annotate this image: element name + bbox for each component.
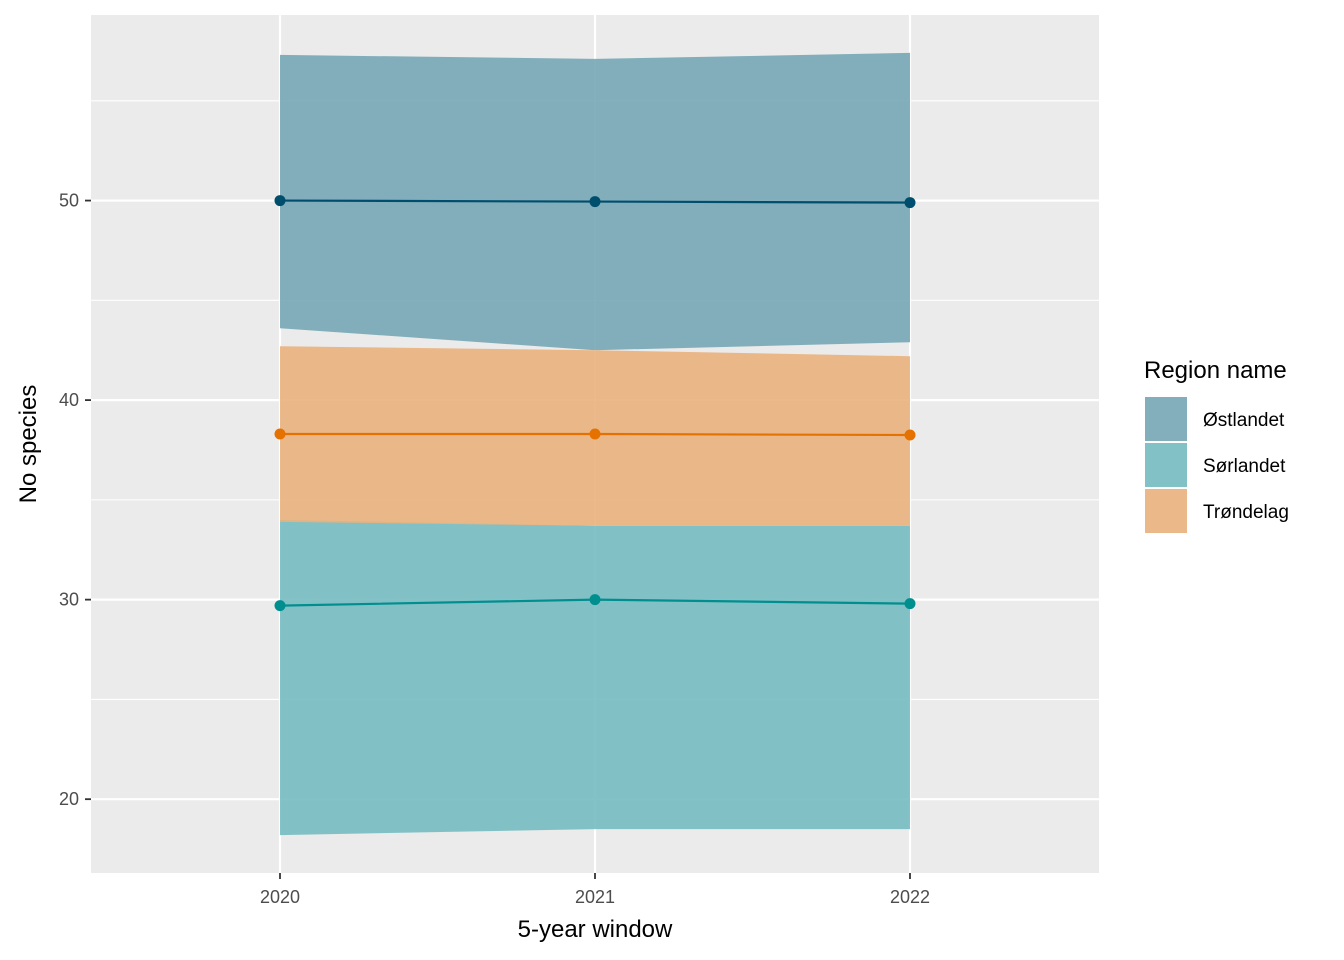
x-tick-label: 2022: [890, 887, 930, 907]
legend-title: Region name: [1144, 357, 1287, 384]
series-points: [274, 195, 916, 612]
legend-label: Østlandet: [1203, 410, 1285, 431]
x-tick-label: 2020: [260, 887, 300, 907]
y-tick-label: 30: [59, 590, 79, 610]
data-point: [589, 428, 601, 440]
y-tick-label: 40: [59, 390, 79, 410]
legend-swatch: [1145, 489, 1187, 533]
y-axis-title: No species: [15, 385, 42, 504]
data-point: [904, 429, 916, 441]
data-point: [589, 594, 601, 606]
confidence-band: [280, 519, 910, 836]
data-point: [589, 196, 601, 208]
legend-swatch: [1145, 443, 1187, 487]
legend-swatch: [1145, 397, 1187, 441]
data-point: [274, 600, 286, 612]
data-point: [904, 598, 916, 610]
legend-label: Sørlandet: [1203, 456, 1286, 477]
confidence-bands: [280, 52, 910, 836]
legend: Region name Østlandet Sørlandet Trøndelag: [1144, 357, 1289, 533]
data-point: [904, 197, 916, 209]
y-tick-label: 20: [59, 789, 79, 809]
axes: 20 30 40 50 2020 2021 2022: [59, 191, 930, 907]
x-tick-label: 2021: [575, 887, 615, 907]
y-tick-label: 50: [59, 191, 79, 211]
data-point: [274, 428, 286, 440]
x-axis-title: 5-year window: [518, 916, 673, 943]
data-point: [274, 195, 286, 207]
legend-label: Trøndelag: [1203, 502, 1289, 523]
